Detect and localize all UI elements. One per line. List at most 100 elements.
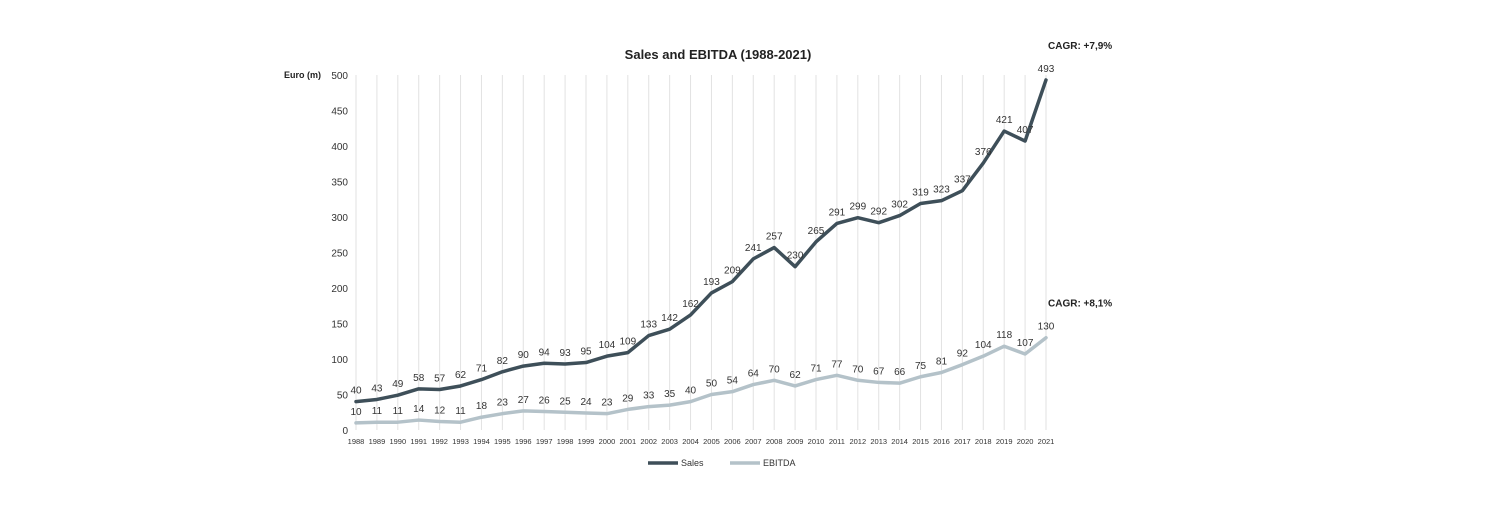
- x-tick-2006: 2006: [724, 437, 741, 446]
- legend-label-sales: Sales: [681, 458, 704, 468]
- data-label-ebitda-2001: 29: [622, 393, 634, 404]
- data-label-sales-1991: 58: [413, 373, 425, 384]
- y-tick-350: 350: [331, 178, 348, 189]
- data-label-ebitda-1988: 10: [350, 407, 362, 418]
- y-tick-0: 0: [342, 426, 348, 437]
- data-label-sales-1994: 71: [476, 364, 488, 375]
- data-label-ebitda-1998: 25: [560, 396, 572, 407]
- data-label-ebitda-2007: 64: [748, 369, 760, 380]
- x-tick-1999: 1999: [578, 437, 595, 446]
- data-label-ebitda-1994: 18: [476, 401, 488, 412]
- data-label-ebitda-2005: 50: [706, 379, 718, 390]
- cagr-annotation-ebitda: CAGR: +8,1%: [1048, 299, 1112, 310]
- x-tick-1995: 1995: [494, 437, 511, 446]
- x-tick-1998: 1998: [557, 437, 574, 446]
- data-label-sales-2019: 421: [996, 115, 1013, 126]
- data-label-sales-2015: 319: [912, 188, 929, 199]
- x-tick-2011: 2011: [829, 437, 845, 446]
- data-label-sales-2021: 493: [1038, 64, 1055, 75]
- x-tick-2007: 2007: [745, 437, 762, 446]
- data-label-ebitda-1999: 24: [580, 397, 592, 408]
- x-tick-2003: 2003: [661, 437, 678, 446]
- data-label-sales-1995: 82: [497, 356, 509, 367]
- data-label-ebitda-1995: 23: [497, 398, 509, 409]
- data-label-ebitda-2016: 81: [936, 356, 948, 367]
- data-label-sales-2009: 230: [787, 251, 804, 262]
- data-label-sales-1993: 62: [455, 370, 467, 381]
- data-label-sales-1998: 93: [560, 348, 572, 359]
- data-label-ebitda-2000: 23: [601, 398, 613, 409]
- data-label-ebitda-2017: 92: [957, 349, 969, 360]
- data-label-sales-1990: 49: [392, 379, 404, 390]
- data-label-ebitda-2013: 67: [873, 366, 885, 377]
- x-tick-2012: 2012: [849, 437, 866, 446]
- y-tick-50: 50: [337, 391, 349, 402]
- data-label-sales-2003: 142: [661, 313, 678, 324]
- chart-title: Sales and EBITDA (1988-2021): [625, 47, 812, 62]
- series-lines: [354, 78, 1048, 425]
- data-label-ebitda-2021: 130: [1038, 322, 1055, 333]
- data-label-ebitda-2002: 33: [643, 391, 655, 402]
- data-label-sales-2006: 209: [724, 266, 741, 277]
- x-tick-2017: 2017: [954, 437, 971, 446]
- data-label-ebitda-2014: 66: [894, 367, 906, 378]
- x-tick-1997: 1997: [536, 437, 553, 446]
- data-label-ebitda-1997: 26: [539, 396, 551, 407]
- y-tick-500: 500: [331, 71, 348, 82]
- x-tick-1988: 1988: [348, 437, 365, 446]
- data-label-sales-2000: 104: [599, 340, 616, 351]
- y-axis-ticks: 0 50 100 150 200 250 300 350 400 450 500: [331, 71, 348, 437]
- y-tick-200: 200: [331, 284, 348, 295]
- series-line-sales: [354, 78, 1048, 404]
- data-label-ebitda-2015: 75: [915, 361, 927, 372]
- x-tick-1996: 1996: [515, 437, 532, 446]
- data-label-sales-2020: 407: [1017, 125, 1034, 136]
- x-tick-1993: 1993: [452, 437, 469, 446]
- data-label-sales-2014: 302: [891, 200, 908, 211]
- legend-label-ebitda: EBITDA: [763, 458, 796, 468]
- data-label-sales-2001: 109: [619, 337, 636, 348]
- x-tick-1991: 1991: [410, 437, 427, 446]
- data-label-sales-1988: 40: [350, 386, 362, 397]
- x-tick-2016: 2016: [933, 437, 950, 446]
- data-label-sales-2016: 323: [933, 185, 950, 196]
- x-tick-1989: 1989: [369, 437, 386, 446]
- x-axis-ticks: 1988 1989 1990 1991 1992 1993 1994 1995 1996 1997…: [348, 437, 1055, 446]
- x-tick-2004: 2004: [682, 437, 699, 446]
- data-label-ebitda-1990: 11: [393, 406, 404, 417]
- data-label-sales-1989: 43: [371, 383, 383, 394]
- x-tick-1994: 1994: [473, 437, 490, 446]
- data-label-sales-2011: 291: [829, 207, 846, 218]
- data-label-sales-1992: 57: [434, 374, 446, 385]
- x-tick-2018: 2018: [975, 437, 992, 446]
- x-tick-1990: 1990: [389, 437, 406, 446]
- data-label-sales-2018: 376: [975, 147, 992, 158]
- data-label-ebitda-1993: 11: [455, 406, 466, 417]
- data-label-ebitda-2019: 118: [996, 330, 1012, 341]
- y-tick-250: 250: [331, 249, 348, 260]
- x-tick-2014: 2014: [891, 437, 908, 446]
- data-label-sales-2013: 292: [870, 207, 887, 218]
- data-label-sales-2017: 337: [954, 175, 971, 186]
- y-tick-300: 300: [331, 213, 348, 224]
- data-label-sales-2007: 241: [745, 243, 762, 254]
- x-tick-2021: 2021: [1038, 437, 1055, 446]
- data-label-sales-2010: 265: [808, 226, 825, 237]
- data-label-sales-1999: 95: [580, 347, 592, 358]
- cagr-annotation-sales: CAGR: +7,9%: [1048, 41, 1112, 52]
- data-label-sales-2002: 133: [640, 320, 657, 331]
- data-label-sales-2004: 162: [682, 299, 699, 310]
- data-label-ebitda-2009: 62: [790, 370, 802, 381]
- x-tick-2009: 2009: [787, 437, 804, 446]
- data-labels: 40 43 49 58 57 62 71 82 90 94 93 95 104 109 133 142 162 1…: [350, 64, 1054, 418]
- data-label-sales-1997: 94: [539, 347, 551, 358]
- x-tick-2001: 2001: [619, 437, 636, 446]
- legend: Sales EBITDA: [648, 458, 796, 468]
- data-label-ebitda-1992: 12: [434, 405, 446, 416]
- data-label-ebitda-1989: 11: [372, 406, 383, 417]
- data-label-sales-1996: 90: [518, 350, 530, 361]
- x-tick-2020: 2020: [1017, 437, 1034, 446]
- x-tick-1992: 1992: [431, 437, 448, 446]
- data-label-ebitda-1996: 27: [518, 395, 530, 406]
